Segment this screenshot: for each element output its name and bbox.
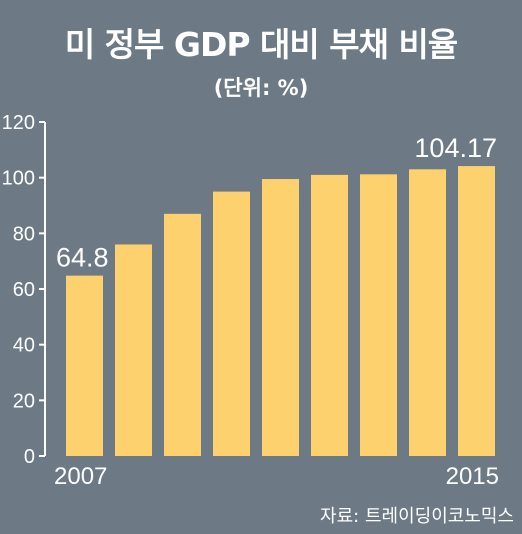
bar-2013 (360, 174, 397, 456)
y-tick-label: 100 (2, 168, 35, 190)
x-tick-label-2007: 2007 (54, 463, 107, 490)
bars (66, 166, 495, 457)
y-tick-label: 20 (13, 390, 35, 412)
chart-title: 미 정부 GDP 대비 부채 비율 (64, 25, 458, 64)
source-note: 자료: 트레이딩이코노믹스 (320, 506, 514, 527)
data-labels: 64.8 104.17 (56, 133, 497, 273)
bar-2015 (458, 166, 495, 456)
x-axis-labels: 2007 2015 (54, 463, 499, 490)
y-tick-label: 0 (24, 446, 35, 468)
y-tick-label: 120 (2, 112, 35, 134)
unit-label: (단위: %) (213, 76, 309, 100)
bar-2010 (213, 191, 250, 457)
x-tick-label-2015: 2015 (446, 463, 499, 490)
bar-2008 (115, 244, 152, 456)
y-tick-label: 80 (13, 223, 35, 245)
bar-2011 (262, 179, 299, 456)
bar-2007 (66, 275, 103, 456)
bar-2012 (311, 174, 348, 456)
y-axis-ticks: 0 20 40 60 80 100 120 (2, 112, 45, 468)
y-tick-label: 40 (13, 335, 35, 357)
bar-2014 (409, 169, 446, 457)
data-label-2015: 104.17 (414, 133, 497, 163)
y-tick-label: 60 (13, 279, 35, 301)
data-label-2007: 64.8 (56, 243, 109, 273)
bar-2009 (164, 213, 201, 456)
